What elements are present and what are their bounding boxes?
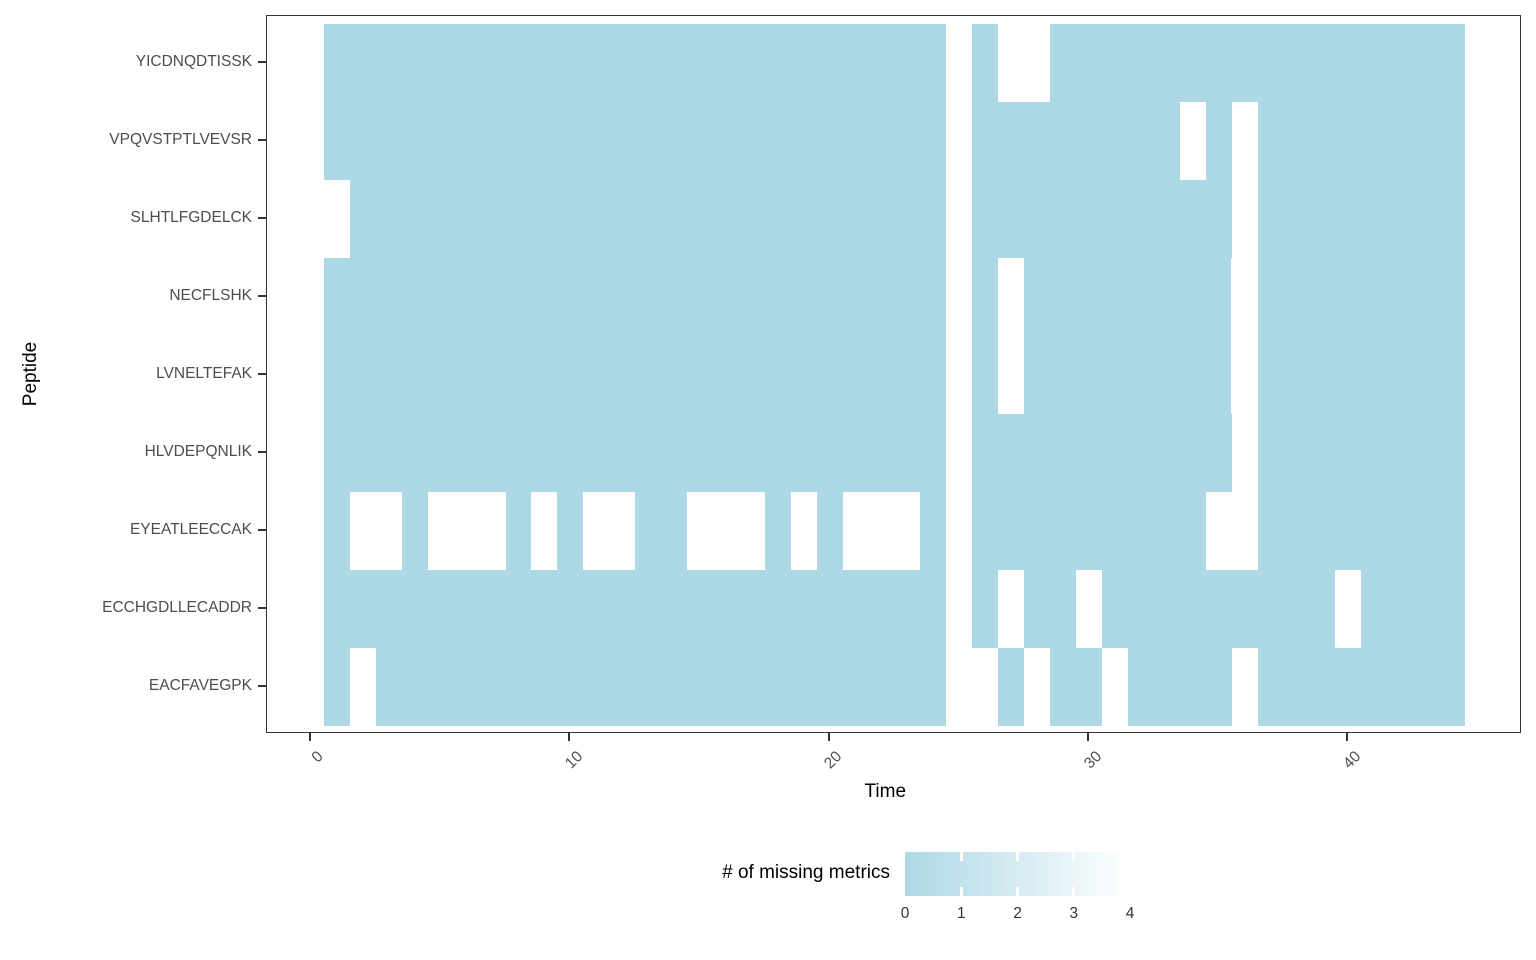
heatmap-tile-run-LVNELTEFAK bbox=[1024, 336, 1232, 414]
heatmap-tile-run-EACFAVEGPK bbox=[324, 648, 350, 727]
heatmap-tile-run-ECCHGDLLECADDR bbox=[1101, 570, 1336, 649]
legend-tick-label-1: 1 bbox=[956, 905, 966, 922]
heatmap-tile-run-YICDNQDTISSK bbox=[972, 23, 999, 102]
heatmap-tile-run-HLVDEPQNLIK bbox=[972, 414, 1232, 492]
y-axis-title: Peptide bbox=[20, 341, 41, 407]
legend-tick-label-2: 2 bbox=[1013, 905, 1022, 922]
y-axis-tick bbox=[258, 60, 266, 63]
plot-panel bbox=[266, 15, 1521, 733]
y-axis-tick bbox=[258, 373, 266, 375]
heatmap-tile-run-EYEATLEECCAK bbox=[764, 492, 791, 571]
y-axis-label-EACFAVEGPK: EACFAVEGPK bbox=[148, 677, 252, 695]
heatmap-tile-run-ECCHGDLLECADDR bbox=[1024, 570, 1076, 649]
heatmap-tile-run-VPQVSTPTLVEVSR bbox=[324, 101, 947, 180]
legend-gradient-tick bbox=[1016, 852, 1019, 861]
heatmap-tile-run-EACFAVEGPK bbox=[1127, 648, 1232, 727]
x-axis-tick bbox=[309, 733, 312, 741]
heatmap-tile-run-NECFLSHK bbox=[972, 257, 999, 336]
x-axis-title: Time bbox=[864, 781, 907, 802]
heatmap-tile-run-EYEATLEECCAK bbox=[401, 492, 428, 571]
y-axis-tick bbox=[258, 685, 266, 688]
y-axis-tick bbox=[258, 138, 266, 141]
legend-title: # of missing metrics bbox=[722, 862, 890, 883]
y-axis-tick bbox=[258, 529, 266, 532]
heatmap-tile-run-VPQVSTPTLVEVSR bbox=[1257, 101, 1465, 180]
x-axis-label-40: 40 bbox=[1340, 748, 1365, 773]
x-axis-tick bbox=[1346, 733, 1349, 741]
heatmap-tile-run-NECFLSHK bbox=[324, 257, 947, 336]
heatmap-tile-run-ECCHGDLLECADDR bbox=[1361, 570, 1465, 649]
y-axis-label-YICDNQDTISSK: YICDNQDTISSK bbox=[135, 52, 252, 70]
y-axis-tick bbox=[258, 295, 266, 297]
heatmap-tile-run-EYEATLEECCAK bbox=[557, 492, 584, 571]
x-axis-label-0: 0 bbox=[309, 748, 328, 767]
heatmap-tile-run-EYEATLEECCAK bbox=[635, 492, 688, 571]
heatmap-tile-run-EACFAVEGPK bbox=[375, 648, 947, 727]
heatmap-tile-run-ECCHGDLLECADDR bbox=[324, 570, 947, 649]
y-axis-label-VPQVSTPTLVEVSR: VPQVSTPTLVEVSR bbox=[109, 130, 252, 148]
heatmap-tile-run-HLVDEPQNLIK bbox=[1257, 414, 1465, 492]
heatmap-tile-run-EYEATLEECCAK bbox=[505, 492, 532, 571]
heatmap-tile-run-EACFAVEGPK bbox=[998, 648, 1025, 727]
heatmap-tile-run-EACFAVEGPK bbox=[1257, 648, 1465, 727]
heatmap-tile-run-LVNELTEFAK bbox=[324, 336, 947, 414]
y-axis-tick bbox=[258, 451, 266, 453]
y-axis-label-EYEATLEECCAK: EYEATLEECCAK bbox=[129, 521, 252, 539]
heatmap-tile-run-SLHTLFGDELCK bbox=[1257, 179, 1465, 258]
legend-gradient-tick bbox=[959, 852, 963, 861]
x-axis-tick bbox=[1087, 733, 1089, 741]
x-axis-tick bbox=[827, 733, 830, 741]
heatmap-tile-run-YICDNQDTISSK bbox=[324, 23, 947, 102]
heatmap-tile-run-LVNELTEFAK bbox=[1257, 336, 1465, 414]
heatmap-tile-run-VPQVSTPTLVEVSR bbox=[1205, 101, 1232, 180]
x-axis-label-10: 10 bbox=[562, 748, 587, 773]
legend-gradient-tick bbox=[959, 887, 963, 896]
y-axis-label-SLHTLFGDELCK: SLHTLFGDELCK bbox=[130, 208, 252, 226]
heatmap-tile-run-SLHTLFGDELCK bbox=[350, 179, 947, 258]
x-axis-label-30: 30 bbox=[1080, 748, 1106, 773]
legend-gradient-bar bbox=[905, 852, 1130, 896]
legend-gradient-tick bbox=[1016, 887, 1019, 896]
legend-gradient-tick bbox=[1072, 852, 1076, 861]
heatmap-tile-run-SLHTLFGDELCK bbox=[972, 179, 1232, 258]
x-axis-label-20: 20 bbox=[821, 748, 846, 773]
heatmap-tile-run-NECFLSHK bbox=[1257, 257, 1465, 336]
legend-tick-label-4: 4 bbox=[1125, 905, 1135, 922]
legend-gradient-tick bbox=[1072, 887, 1076, 896]
y-axis-tick bbox=[258, 607, 266, 610]
heatmap-tile-run-YICDNQDTISSK bbox=[1050, 23, 1465, 102]
y-axis-label-ECCHGDLLECADDR: ECCHGDLLECADDR bbox=[102, 599, 252, 617]
heatmap-tile-run-ECCHGDLLECADDR bbox=[972, 570, 999, 649]
y-axis-label-LVNELTEFAK: LVNELTEFAK bbox=[156, 365, 252, 382]
heatmap-tile-run-VPQVSTPTLVEVSR bbox=[972, 101, 1180, 180]
heatmap-tile-run-EACFAVEGPK bbox=[1050, 648, 1102, 727]
heatmap-tile-run-EYEATLEECCAK bbox=[816, 492, 843, 571]
legend-tick-label-3: 3 bbox=[1069, 905, 1079, 922]
heatmap-tile-run-HLVDEPQNLIK bbox=[324, 414, 947, 492]
heatmap-tile-run-EYEATLEECCAK bbox=[972, 492, 1206, 571]
heatmap-tile-run-LVNELTEFAK bbox=[972, 336, 999, 414]
x-axis-tick bbox=[568, 733, 571, 741]
y-axis-label-NECFLSHK: NECFLSHK bbox=[169, 287, 252, 304]
heatmap-tile-run-EYEATLEECCAK bbox=[920, 492, 947, 571]
heatmap-tile-run-EYEATLEECCAK bbox=[1257, 492, 1465, 571]
y-axis-label-HLVDEPQNLIK: HLVDEPQNLIK bbox=[144, 443, 252, 460]
heatmap-tile-run-EYEATLEECCAK bbox=[324, 492, 350, 571]
y-axis-tick bbox=[258, 216, 266, 219]
legend-tick-label-0: 0 bbox=[900, 905, 910, 922]
heatmap-tile-run-NECFLSHK bbox=[1024, 257, 1232, 336]
